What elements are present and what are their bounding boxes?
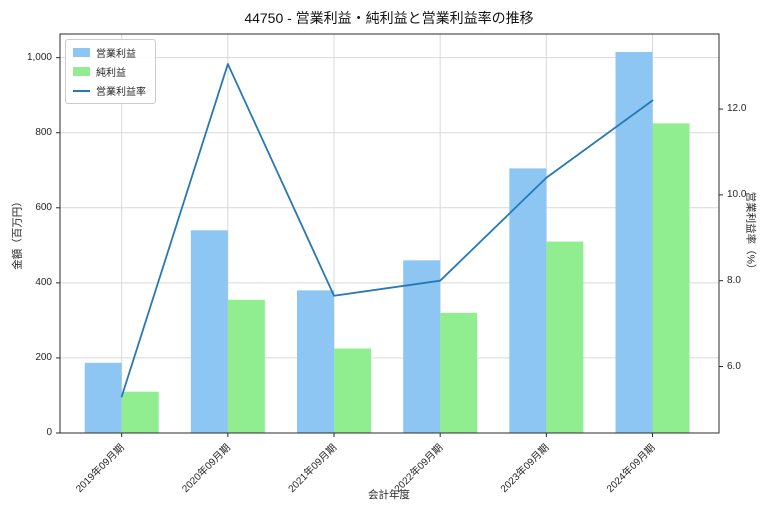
y-left-tick-label: 600 (35, 201, 52, 213)
bar-営業利益-2021年09月期 (297, 290, 335, 433)
bars-net-profit (121, 123, 690, 434)
legend-bar-swatch (73, 67, 90, 76)
bar-営業利益-2019年09月期 (84, 362, 122, 433)
legend-item-2: 営業利益率 (73, 83, 146, 98)
x-tick-label: 2021年09月期 (285, 441, 339, 495)
legend-item-0: 営業利益 (73, 45, 146, 60)
bar-純利益-2021年09月期 (334, 348, 372, 433)
legend-line-swatch (73, 89, 90, 92)
x-tick-label: 2019年09月期 (73, 441, 127, 495)
axis-frame (59, 33, 720, 434)
bar-営業利益-2020年09月期 (190, 230, 228, 433)
legend-bar-swatch (73, 48, 90, 57)
y-right-tick-label: 12.0 (727, 103, 747, 115)
y-right-tick-label: 10.0 (727, 188, 747, 200)
bar-営業利益-2023年09月期 (509, 168, 547, 434)
y-right-tick-label: 8.0 (727, 274, 741, 286)
tick-marks (56, 57, 723, 437)
legend: 営業利益純利益営業利益率 (65, 39, 156, 104)
y-left-tick-label: 0 (46, 427, 52, 438)
legend-item-1: 純利益 (73, 64, 146, 79)
bar-営業利益-2022年09月期 (403, 260, 441, 433)
x-tick-label: 2023年09月期 (497, 441, 551, 495)
bar-純利益-2020年09月期 (227, 299, 265, 433)
legend-label: 営業利益 (96, 49, 136, 60)
bar-純利益-2023年09月期 (546, 241, 584, 433)
x-tick-label: 2024年09月期 (604, 441, 658, 495)
y-right-tick-label: 6.0 (727, 360, 741, 372)
bar-純利益-2022年09月期 (440, 312, 478, 433)
bar-純利益-2024年09月期 (652, 123, 690, 434)
x-axis-label: 会計年度 (368, 489, 410, 501)
legend-label: 営業利益率 (96, 87, 146, 98)
y-axis-label-left: 金額（百万円） (11, 196, 24, 270)
y-left-tick-label: 400 (35, 276, 52, 288)
bars-operating-profit (84, 52, 653, 434)
chart-title: 44750 - 営業利益・純利益と営業利益率の推移 (244, 10, 534, 26)
y-left-tick-label: 1,000 (26, 51, 52, 63)
bar-営業利益-2024年09月期 (615, 52, 653, 433)
x-tick-label: 2020年09月期 (179, 441, 233, 495)
profit-margin-line (120, 63, 654, 398)
y-left-tick-label: 800 (35, 126, 52, 138)
y-axis-label-right: 営業利益率（%） (744, 191, 757, 275)
y-left-tick-label: 200 (35, 351, 52, 363)
x-tick-labels: 2019年09月期 2020年09月期 2021年09月期 2022年09月期 2023… (73, 441, 658, 495)
bar-純利益-2019年09月期 (121, 391, 159, 433)
legend-label: 純利益 (96, 68, 126, 79)
